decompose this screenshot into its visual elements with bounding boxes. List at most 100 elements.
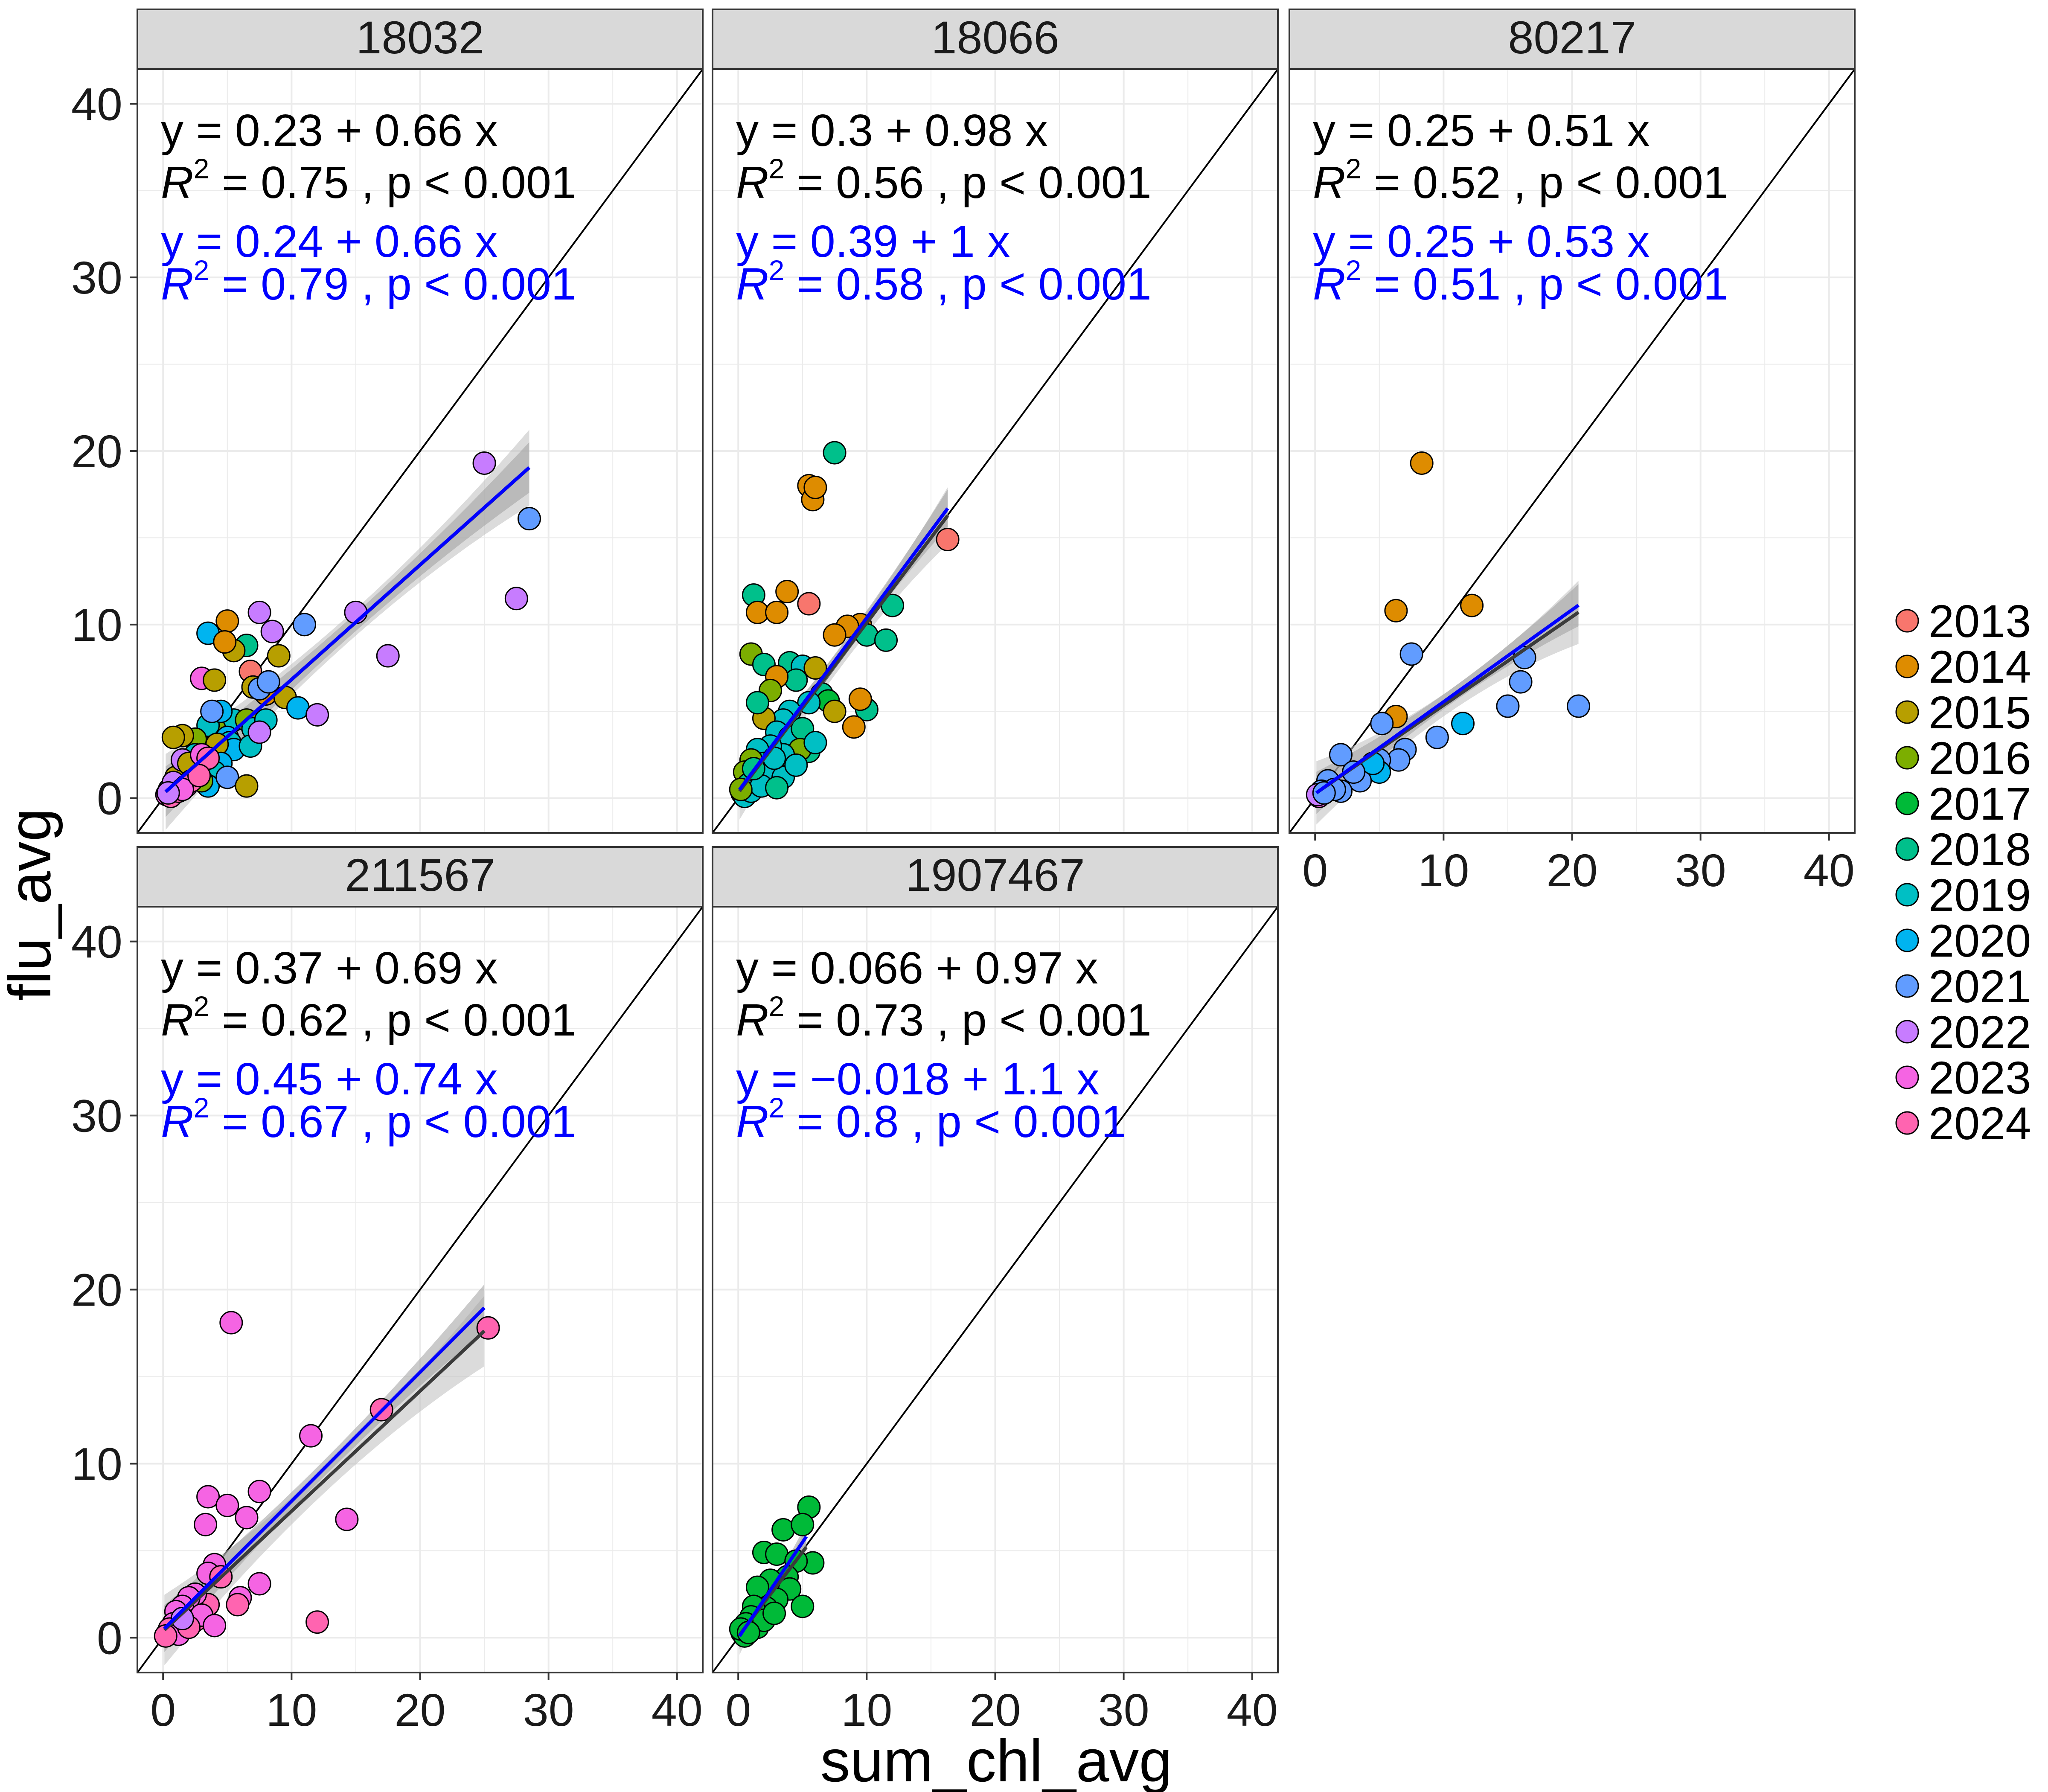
data-point-2023 bbox=[335, 1507, 359, 1531]
y-tick-label: 30 bbox=[71, 1090, 122, 1142]
equation-blue: y = −0.018 + 1.1 x bbox=[736, 1054, 1100, 1104]
r-squared-black: R2 = 0.56 , p < 0.001 bbox=[736, 153, 1152, 208]
legend-item-2014: 2014 bbox=[1895, 641, 2031, 692]
legend-swatch bbox=[1895, 746, 1919, 770]
legend-swatch bbox=[1895, 700, 1919, 724]
data-point-2015 bbox=[203, 668, 227, 692]
r-squared-blue: R2 = 0.58 , p < 0.001 bbox=[736, 254, 1152, 309]
data-point-2021 bbox=[1425, 725, 1449, 749]
data-point-2023 bbox=[196, 1485, 220, 1509]
r-squared-black: R2 = 0.52 , p < 0.001 bbox=[1313, 153, 1728, 208]
facet-strip bbox=[1289, 9, 1856, 70]
data-point-2021 bbox=[200, 699, 224, 723]
legend-item-2018: 2018 bbox=[1895, 823, 2031, 875]
legend-swatch bbox=[1895, 1065, 1919, 1089]
legend-label: 2013 bbox=[1929, 595, 2031, 647]
facet-strip bbox=[712, 846, 1279, 908]
legend-swatch bbox=[1895, 883, 1919, 907]
facet-title: 211567 bbox=[345, 849, 495, 901]
data-point-2014 bbox=[775, 580, 799, 604]
legend-item-2015: 2015 bbox=[1895, 687, 2031, 738]
fit-line-blue bbox=[163, 1306, 486, 1630]
legend-label: 2022 bbox=[1929, 1006, 2031, 1058]
legend-swatch bbox=[1895, 928, 1919, 952]
legend-label: 2024 bbox=[1929, 1097, 2031, 1149]
y-tick-label: 0 bbox=[97, 1612, 122, 1664]
equation-black: y = 0.23 + 0.66 x bbox=[161, 105, 498, 156]
data-point-2014 bbox=[842, 715, 866, 739]
data-point-2018 bbox=[874, 628, 898, 652]
plot-area bbox=[713, 907, 1278, 1673]
data-point-2022 bbox=[260, 620, 284, 643]
facet-strip bbox=[137, 9, 704, 70]
legend-swatch bbox=[1895, 837, 1919, 861]
x-tick-label: 20 bbox=[394, 1684, 445, 1736]
r-squared-blue: R2 = 0.51 , p < 0.001 bbox=[1313, 254, 1728, 309]
legend-item-2013: 2013 bbox=[1895, 595, 2031, 647]
data-point-2021 bbox=[1312, 781, 1336, 805]
facet-title: 80217 bbox=[1508, 12, 1636, 63]
data-point-2014 bbox=[765, 600, 789, 624]
data-point-2018 bbox=[823, 441, 847, 465]
data-point-2023 bbox=[247, 1480, 271, 1504]
data-point-2021 bbox=[1399, 642, 1423, 666]
legend-label: 2021 bbox=[1929, 960, 2031, 1012]
identity-line bbox=[1289, 69, 1855, 833]
equation-blue: y = 0.24 + 0.66 x bbox=[161, 216, 498, 267]
data-point-2023 bbox=[235, 1506, 259, 1530]
data-point-2017 bbox=[771, 1518, 795, 1542]
data-point-2024 bbox=[187, 764, 211, 788]
x-tick-label: 0 bbox=[1302, 844, 1328, 896]
x-tick-label: 30 bbox=[523, 1684, 574, 1736]
data-point-2019 bbox=[803, 730, 827, 754]
r-squared-black: R2 = 0.75 , p < 0.001 bbox=[161, 153, 576, 208]
data-point-2023 bbox=[194, 1513, 218, 1536]
plot-area bbox=[713, 69, 1278, 833]
fit-line-black bbox=[163, 1329, 486, 1632]
data-point-2022 bbox=[305, 703, 329, 727]
facet-strip bbox=[712, 9, 1279, 70]
r-squared-blue: R2 = 0.79 , p < 0.001 bbox=[161, 254, 576, 309]
legend-label: 2015 bbox=[1929, 687, 2031, 738]
data-point-2014 bbox=[823, 623, 847, 647]
data-point-2014 bbox=[1384, 599, 1408, 623]
panel-border bbox=[712, 68, 1279, 834]
fit-line-blue bbox=[1315, 604, 1580, 794]
data-point-2024 bbox=[226, 1593, 250, 1617]
facet-strip bbox=[137, 846, 704, 908]
data-point-2023 bbox=[203, 1614, 227, 1638]
x-tick-label: 10 bbox=[266, 1684, 317, 1736]
legend-label: 2017 bbox=[1929, 778, 2031, 829]
data-point-2023 bbox=[247, 1572, 271, 1596]
data-point-2018 bbox=[784, 668, 808, 692]
data-point-2014 bbox=[215, 609, 239, 633]
data-point-2021 bbox=[517, 507, 541, 531]
y-tick-label: 20 bbox=[71, 1264, 122, 1316]
data-point-2024 bbox=[305, 1610, 329, 1634]
data-point-2022 bbox=[156, 781, 180, 805]
facet-panel-211567: 211567 y = 0.37 + 0.69 xR2 = 0.62 , p < 0… bbox=[71, 846, 704, 1736]
identity-line bbox=[137, 69, 703, 833]
data-point-2021 bbox=[1567, 694, 1591, 718]
r-squared-black: R2 = 0.73 , p < 0.001 bbox=[736, 990, 1152, 1045]
legend-label: 2016 bbox=[1929, 732, 2031, 784]
x-tick-label: 40 bbox=[1227, 1684, 1278, 1736]
legend: 2013201420152016201720182019202020212022… bbox=[1895, 595, 2031, 1149]
equation-black: y = 0.066 + 0.97 x bbox=[736, 943, 1098, 993]
y-tick-label: 10 bbox=[71, 1438, 122, 1489]
data-point-2014 bbox=[1460, 593, 1484, 617]
y-axis-label: flu_avg bbox=[0, 808, 63, 1001]
data-point-2021 bbox=[215, 765, 239, 789]
data-point-2023 bbox=[215, 1493, 239, 1517]
data-point-2018 bbox=[765, 776, 789, 800]
x-tick-label: 30 bbox=[1675, 844, 1726, 896]
data-point-2015 bbox=[161, 725, 185, 749]
data-point-2020 bbox=[1451, 712, 1475, 736]
data-point-2022 bbox=[504, 587, 528, 611]
data-point-2015 bbox=[267, 644, 291, 668]
fit-line-blue bbox=[738, 507, 949, 791]
x-tick-label: 20 bbox=[969, 1684, 1021, 1736]
r-squared-blue: R2 = 0.67 , p < 0.001 bbox=[161, 1092, 576, 1147]
data-point-2022 bbox=[247, 720, 271, 744]
data-point-2022 bbox=[376, 644, 400, 668]
